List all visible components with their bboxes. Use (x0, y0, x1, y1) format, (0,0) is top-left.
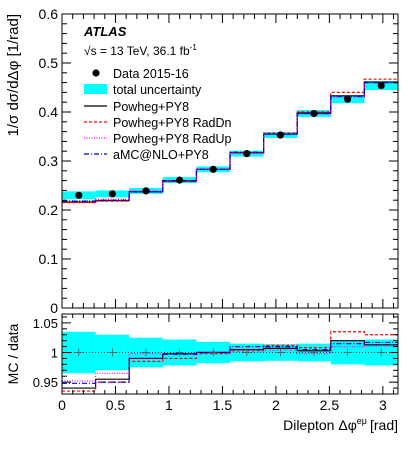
ratio-panel: 0.95 1 1.05 0 0.5 1 1.5 2 2.5 3 MC / data Dilepto… (5, 313, 399, 433)
main-y-tick-label: 0 (50, 300, 58, 316)
energy-label: √s = 13 TeV, 36.1 fb-1 (84, 43, 197, 58)
data-point (75, 191, 83, 199)
main-panel: 0 0.1 0.2 0.3 0.4 0.5 0.6 1/σ dσ/dΔφ [1/rad] A… (5, 6, 399, 316)
ratio-y-tick-label: 1 (51, 346, 58, 361)
legend-data-marker (92, 69, 100, 77)
data-point (343, 95, 352, 103)
main-y-tick-label: 0.6 (39, 6, 59, 22)
data-point (209, 165, 217, 173)
ratio-series-amc (62, 341, 398, 384)
x-tick-label: 3 (379, 397, 387, 413)
data-point (175, 176, 184, 184)
main-series-amc (62, 82, 398, 202)
main-y-tick-label: 0.1 (39, 251, 59, 267)
main-series-layer (62, 78, 398, 204)
ratio-frame (61, 313, 399, 395)
legend-band-label: total uncertainty (113, 83, 202, 97)
legend-band-swatch (84, 84, 107, 94)
main-data-points (75, 81, 385, 199)
ratio-y-tick-label: 0.95 (33, 375, 58, 390)
legend: Data 2015-16 total uncertainty Powheg+PY… (84, 67, 232, 162)
x-tick-label: 0.5 (106, 397, 126, 413)
x-axis-label: Dilepton Δφeμ [rad] (283, 416, 398, 433)
ratio-y-tick-label: 1.05 (33, 316, 58, 331)
main-y-tick-label: 0.5 (39, 55, 59, 71)
x-tick-label: 1.5 (213, 397, 233, 413)
legend-amc-label: aMC@NLO+PY8 (113, 148, 209, 162)
atlas-label: ATLAS (83, 24, 127, 39)
x-axis-label-unit: [rad] (370, 417, 398, 433)
data-point (377, 81, 385, 90)
data-point (276, 131, 284, 139)
ratio-series-radup (62, 345, 398, 382)
legend-powheg-label: Powheg+PY8 (113, 100, 189, 114)
ratio-ticks: 0.95 1 1.05 0 0.5 1 1.5 2 2.5 3 (33, 314, 398, 413)
x-tick-label: 2.5 (320, 397, 340, 413)
legend-raddn-label: Powheg+PY8 RadDn (113, 116, 232, 130)
data-point (142, 187, 150, 195)
main-y-tick-label: 0.2 (39, 202, 59, 218)
data-point (108, 190, 116, 198)
x-axis-label-sup: eμ (357, 416, 367, 426)
x-axis-label-text: Dilepton Δφ (283, 417, 357, 433)
ratio-y-axis-label: MC / data (5, 323, 21, 384)
ratio-series-layer (62, 331, 398, 392)
main-y-axis-label: 1/σ dσ/dΔφ [1/rad] (5, 14, 22, 136)
x-tick-label: 2 (272, 397, 280, 413)
legend-data-label: Data 2015-16 (113, 67, 189, 81)
data-point (243, 150, 251, 158)
energy-label-text: √s = 13 TeV, 36.1 fb (84, 44, 190, 58)
main-y-tick-label: 0.3 (39, 153, 59, 169)
energy-label-sup: -1 (190, 43, 198, 52)
main-series-raddn (62, 78, 398, 204)
legend-radup-label: Powheg+PY8 RadUp (113, 132, 232, 146)
main-y-tick-label: 0.4 (39, 104, 59, 120)
data-point (310, 109, 318, 118)
ratio-reference-markers (74, 348, 386, 357)
x-tick-label: 0 (58, 397, 66, 413)
main-ticks: 0 0.1 0.2 0.3 0.4 0.5 0.6 (39, 6, 398, 316)
x-tick-label: 1 (165, 397, 173, 413)
